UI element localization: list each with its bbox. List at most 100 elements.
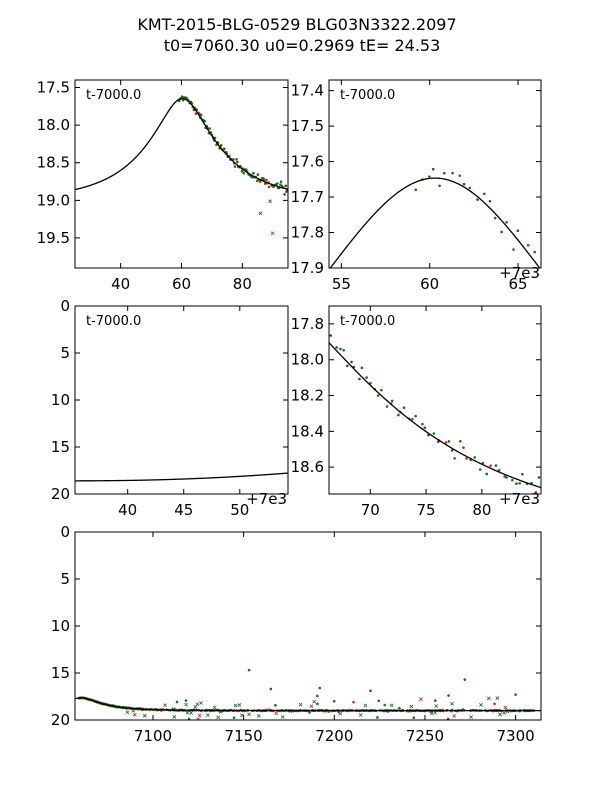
data-point-green xyxy=(258,180,262,183)
y-tick-label: 20 xyxy=(51,485,70,503)
figure-title-line1: KMT-2015-BLG-0529 BLG03N3322.2097 xyxy=(137,15,456,34)
data-point-green xyxy=(332,699,336,703)
data-point-green xyxy=(421,422,424,426)
data-point-green xyxy=(358,377,361,381)
data-point-green xyxy=(195,702,200,707)
data-point-green xyxy=(350,360,353,364)
data-point-green xyxy=(438,184,441,188)
data-point-green xyxy=(505,221,508,224)
data-point-green xyxy=(263,182,267,185)
data-point-green xyxy=(203,119,206,123)
data-point-red xyxy=(194,112,198,115)
data-point-red xyxy=(465,457,468,460)
data-point-green xyxy=(485,472,489,476)
data-point-green xyxy=(483,192,486,196)
y-tick-label: 19.0 xyxy=(37,191,70,209)
data-point-green xyxy=(537,476,541,479)
data-point-red xyxy=(309,704,314,709)
data-point-green xyxy=(279,183,282,186)
data-point-green xyxy=(284,184,288,188)
data-point-green xyxy=(337,710,341,714)
chart-panel-3: 40 45 50 0 5 10 15 20 t-7000.0 +7e3 xyxy=(51,297,289,519)
y-tick-label: 17.9 xyxy=(291,259,324,277)
y-tick-label: 18.6 xyxy=(291,458,324,476)
data-point-green xyxy=(240,169,244,173)
data-point-green xyxy=(462,446,465,449)
data-point-green xyxy=(199,113,203,117)
data-point-green xyxy=(376,716,379,719)
y-tick-label: 18.4 xyxy=(291,422,324,440)
data-point-green xyxy=(442,171,446,175)
data-point-green xyxy=(478,468,482,471)
data-point-green xyxy=(365,376,368,379)
data-point-red xyxy=(493,702,496,706)
data-point-green xyxy=(433,699,437,702)
data-point-green xyxy=(184,702,188,707)
data-point-green xyxy=(479,703,483,707)
axes-frame xyxy=(328,305,542,495)
x-tick-label: 40 xyxy=(111,275,130,293)
data-point-green xyxy=(247,668,251,672)
data-point-green xyxy=(308,711,311,714)
data-point-green xyxy=(473,456,476,459)
x-tick-label: 7200 xyxy=(315,727,353,745)
x-offset-text: +7e3 xyxy=(246,490,287,508)
data-point-green xyxy=(514,693,517,696)
data-point-green xyxy=(495,696,500,701)
data-point-green xyxy=(358,713,363,717)
data-point-green xyxy=(163,703,167,708)
data-point-green xyxy=(232,716,236,720)
data-point-green xyxy=(318,686,322,690)
y-tick-label: 17.8 xyxy=(291,224,324,242)
data-point-green xyxy=(533,250,536,254)
data-point-green xyxy=(434,704,439,709)
data-point-green xyxy=(497,469,501,472)
data-point-green xyxy=(369,689,372,693)
time-offset-annotation: t-7000.0 xyxy=(86,88,141,103)
data-point-green xyxy=(476,198,479,201)
data-point-green xyxy=(199,701,203,705)
y-tick-label: 0 xyxy=(60,297,70,315)
data-point-red xyxy=(452,714,457,718)
data-point-green xyxy=(383,703,387,707)
data-point-green xyxy=(236,160,239,164)
y-tick-label: 17.4 xyxy=(291,82,324,100)
y-tick-label: 17.7 xyxy=(291,188,324,206)
data-point-green xyxy=(240,713,244,718)
x-tick-label: 55 xyxy=(332,275,351,293)
data-point-green xyxy=(376,394,380,397)
data-point-green xyxy=(274,703,277,707)
data-point-green xyxy=(446,717,450,720)
y-tick-label: 5 xyxy=(60,570,70,588)
y-tick-label: 10 xyxy=(51,617,70,635)
data-point-green xyxy=(181,98,185,102)
data-point-green xyxy=(447,440,451,443)
data-point-green xyxy=(423,426,427,430)
x-tick-label: 80 xyxy=(233,275,252,293)
data-point-green xyxy=(427,175,431,178)
data-point-green xyxy=(312,699,317,704)
time-offset-annotation: t-7000.0 xyxy=(340,88,395,103)
data-point-red xyxy=(489,464,492,467)
y-tick-label: 19.5 xyxy=(37,229,70,247)
data-point-red xyxy=(197,713,202,718)
data-point-green xyxy=(189,711,193,715)
data-point-green xyxy=(516,229,520,233)
data-point-green xyxy=(258,211,263,216)
data-point-green xyxy=(252,171,255,175)
data-point-green xyxy=(316,702,319,706)
x-tick-label: 60 xyxy=(420,275,439,293)
data-point-green xyxy=(279,180,283,183)
data-point-red xyxy=(267,185,271,189)
data-point-green xyxy=(494,464,498,467)
y-tick-label: 17.5 xyxy=(37,79,70,97)
y-tick-label: 15 xyxy=(51,664,70,682)
data-point-green xyxy=(431,167,435,171)
x-tick-label: 7300 xyxy=(497,727,535,745)
x-tick-label: 50 xyxy=(230,501,249,519)
y-tick-label: 5 xyxy=(60,344,70,362)
data-point-green xyxy=(222,147,226,151)
data-point-red xyxy=(352,700,355,704)
y-tick-label: 18.0 xyxy=(291,351,324,369)
